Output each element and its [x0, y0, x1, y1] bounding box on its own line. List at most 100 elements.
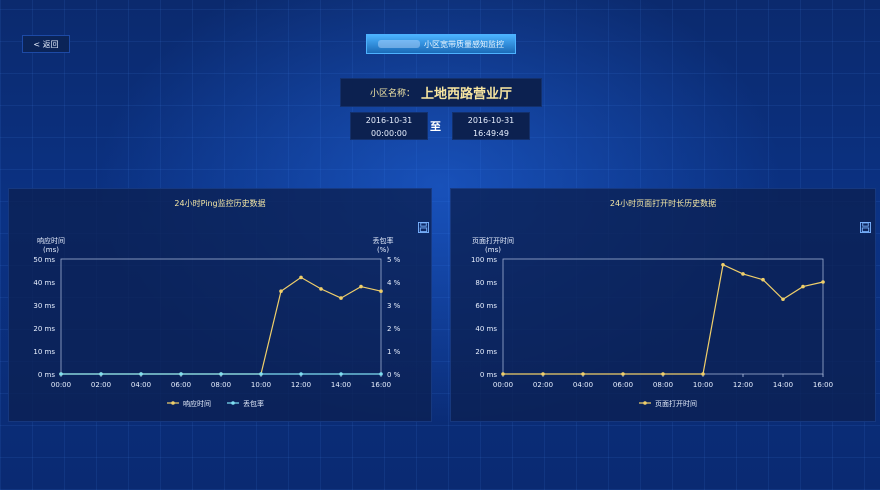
end-time: 16:49:49	[473, 129, 509, 138]
y-axis-label-left-unit: (ms)	[43, 246, 59, 254]
y-tick-label-left: 40 ms	[475, 325, 497, 333]
to-label: 至	[430, 120, 441, 133]
back-button[interactable]: < 返回	[22, 35, 70, 53]
x-tick-label: 16:00	[371, 381, 391, 389]
legend-label: 丢包率	[243, 399, 264, 408]
data-point	[339, 296, 343, 300]
data-point	[219, 372, 223, 376]
data-point	[581, 372, 585, 376]
data-point	[319, 287, 323, 291]
y-tick-label-left: 30 ms	[33, 302, 55, 310]
data-point	[99, 372, 103, 376]
community-label: 小区名称：	[369, 89, 415, 99]
x-tick-label: 12:00	[733, 381, 753, 389]
legend-marker	[171, 401, 175, 405]
data-point	[299, 275, 303, 280]
data-point	[139, 372, 143, 376]
page-open-line-chart: 0 ms 20 ms 40 ms 60 ms 80 ms 100 ms 00:00 02:00…	[471, 236, 833, 408]
x-tick-label: 00:00	[493, 381, 513, 389]
x-tick-label: 04:00	[131, 381, 151, 389]
y-axis-label-left: 页面打开时间	[472, 236, 514, 245]
x-tick-label: 08:00	[211, 381, 231, 389]
data-point	[299, 372, 303, 376]
x-tick-label: 00:00	[51, 381, 71, 389]
series-line-1	[503, 263, 824, 375]
data-point	[501, 372, 505, 376]
y-tick-label-right: 5 %	[387, 256, 401, 264]
data-point	[259, 372, 263, 376]
start-datetime[interactable]: 2016-10-31 00:00:00	[350, 112, 428, 140]
x-tick-label: 06:00	[613, 381, 633, 389]
data-point	[701, 372, 705, 376]
x-tick-label: 10:00	[251, 381, 271, 389]
community-name: 上地西路营业厅	[421, 87, 513, 102]
y-tick-label-left: 60 ms	[475, 302, 497, 310]
y-tick-label-left: 0 ms	[480, 371, 497, 379]
data-point	[541, 372, 545, 376]
page-panel-title: 24小时页面打开时长历史数据	[609, 199, 717, 208]
start-time: 00:00:00	[371, 129, 407, 138]
community-name-box: 小区名称： 上地西路营业厅	[340, 78, 542, 107]
plot-area-frame	[502, 258, 824, 375]
legend-label: 响应时间	[183, 399, 211, 408]
x-tick-label: 16:00	[813, 381, 833, 389]
x-tick-label: 02:00	[91, 381, 111, 389]
data-point	[721, 262, 725, 267]
y-axis-label-left: 响应时间	[37, 236, 65, 245]
legend-marker	[231, 401, 235, 405]
y-tick-label-right: 3 %	[387, 302, 401, 310]
legend-marker	[643, 401, 647, 405]
y-axis-label-right-unit: (%)	[377, 246, 389, 254]
y-tick-label-left: 80 ms	[475, 279, 497, 287]
data-point	[621, 372, 625, 376]
data-point	[379, 372, 383, 376]
y-axis-label-left-unit: (ms)	[485, 246, 501, 254]
plot-area-frame	[60, 258, 382, 375]
page-title: 小区宽带质量感知监控	[424, 39, 504, 49]
data-point	[359, 284, 363, 289]
data-point	[179, 372, 183, 376]
start-date: 2016-10-31	[365, 116, 413, 125]
y-tick-label-right: 2 %	[387, 325, 401, 333]
y-tick-label-left: 10 ms	[33, 348, 55, 356]
redacted-text-blur	[378, 40, 420, 48]
x-tick-label: 02:00	[533, 381, 553, 389]
x-tick-label: 06:00	[171, 381, 191, 389]
end-date: 2016-10-31	[467, 116, 515, 125]
save-icon[interactable]	[860, 222, 871, 233]
data-point	[801, 284, 805, 289]
x-tick-label: 08:00	[653, 381, 673, 389]
series-line-1	[61, 276, 382, 375]
y-tick-label-left: 0 ms	[38, 371, 55, 379]
data-point	[821, 280, 825, 284]
y-tick-label-left: 20 ms	[475, 348, 497, 356]
y-tick-label-right: 1 %	[387, 348, 401, 356]
x-tick-label: 12:00	[291, 381, 311, 389]
data-point	[741, 272, 745, 276]
data-point	[379, 289, 383, 293]
page-open-history-panel: 24小时页面打开时长历史数据 0 ms 20 ms 40 ms 60 ms 80 ms 1…	[450, 188, 876, 422]
y-tick-label-left: 100 ms	[471, 256, 497, 264]
y-tick-label-left: 50 ms	[33, 256, 55, 264]
y-tick-label-right: 0 %	[387, 371, 401, 379]
page-title-bar: 小区宽带质量感知监控	[366, 34, 516, 54]
x-tick-label: 10:00	[693, 381, 713, 389]
save-icon[interactable]	[418, 222, 429, 233]
end-datetime[interactable]: 2016-10-31 16:49:49	[452, 112, 530, 140]
y-tick-label-left: 40 ms	[33, 279, 55, 287]
legend-label: 页面打开时间	[655, 399, 697, 408]
data-point	[339, 372, 343, 376]
y-tick-label-left: 20 ms	[33, 325, 55, 333]
ping-line-chart: 0 ms 10 ms 20 ms 30 ms 40 ms 50 ms 0 % 1 % 2 % 3 …	[33, 236, 401, 408]
x-tick-label: 04:00	[573, 381, 593, 389]
x-tick-label: 14:00	[331, 381, 351, 389]
data-point	[781, 297, 785, 302]
data-point	[59, 372, 63, 376]
y-axis-label-right: 丢包率	[373, 236, 394, 245]
data-point	[761, 277, 765, 282]
ping-history-panel: 24小时Ping监控历史数据 0 ms 10 ms 20 ms 30 ms 40 ms 5…	[8, 188, 432, 422]
data-point	[279, 289, 283, 293]
x-tick-label: 14:00	[773, 381, 793, 389]
y-tick-label-right: 4 %	[387, 279, 401, 287]
ping-panel-title: 24小时Ping监控历史数据	[174, 199, 266, 208]
